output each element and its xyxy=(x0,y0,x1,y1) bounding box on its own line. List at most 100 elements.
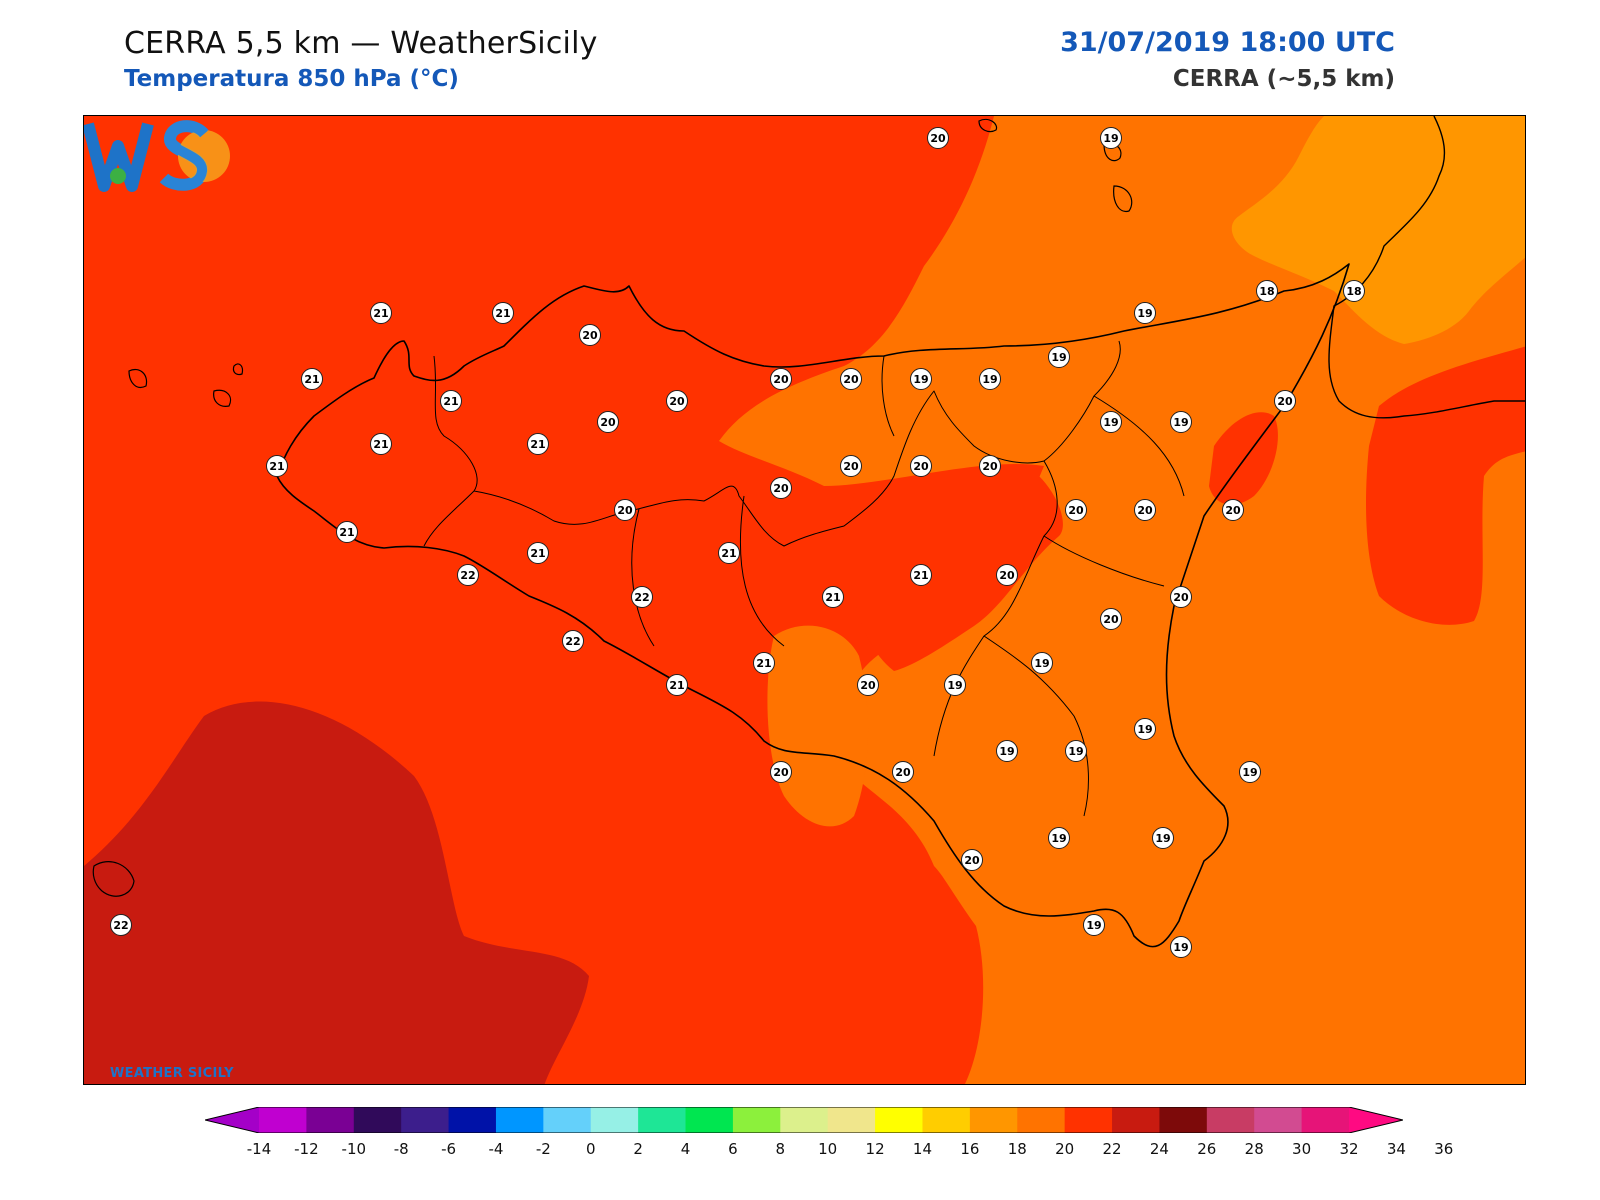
station-value-marker: 20 xyxy=(1065,499,1087,521)
station-value-marker: 22 xyxy=(562,630,584,652)
station-value-marker: 19 xyxy=(1152,827,1174,849)
station-value-marker: 19 xyxy=(996,740,1018,762)
band-20-22-etna xyxy=(1209,412,1278,505)
colorbar-segment xyxy=(1301,1107,1350,1133)
colorbar-tick-label: 8 xyxy=(775,1140,786,1158)
station-value-marker: 20 xyxy=(979,455,1001,477)
colorbar-tick-label: 16 xyxy=(960,1140,980,1158)
map-title: CERRA 5,5 km — WeatherSicily xyxy=(124,26,598,61)
colorbar-tick-label: 34 xyxy=(1386,1140,1406,1158)
station-value-marker: 19 xyxy=(1100,411,1122,433)
station-value-marker: 19 xyxy=(979,368,1001,390)
station-value-marker: 18 xyxy=(1256,280,1278,302)
band-18-20 xyxy=(719,116,1525,1084)
colorbar-segment xyxy=(543,1107,592,1133)
station-value-marker: 19 xyxy=(1170,936,1192,958)
temperature-colorbar xyxy=(205,1107,1403,1133)
colorbar-tick-label: -10 xyxy=(341,1140,367,1158)
station-value-marker: 19 xyxy=(1100,127,1122,149)
temperature-map: WEATHER SICILY 20 19 21 21 20 18 18 19 21 21 20 20 2… xyxy=(83,115,1526,1085)
colorbar-segment xyxy=(401,1107,450,1133)
station-value-marker: 20 xyxy=(614,499,636,521)
station-value-marker: 22 xyxy=(631,586,653,608)
colorbar-segment xyxy=(827,1107,876,1133)
station-value-marker: 21 xyxy=(301,368,323,390)
colorbar-segment xyxy=(495,1107,544,1133)
station-value-marker: 21 xyxy=(492,302,514,324)
station-value-marker: 21 xyxy=(440,390,462,412)
station-value-marker: 20 xyxy=(927,127,949,149)
colorbar-segment xyxy=(1064,1107,1113,1133)
colorbar-tick-label: 6 xyxy=(728,1140,738,1158)
station-value-marker: 19 xyxy=(1134,718,1156,740)
colorbar-segment xyxy=(1254,1107,1303,1133)
calabria-coastline xyxy=(1328,116,1525,419)
colorbar-segment xyxy=(306,1107,355,1133)
station-value-marker: 20 xyxy=(1274,390,1296,412)
station-value-marker: 21 xyxy=(910,564,932,586)
colorbar-tick-label: -2 xyxy=(535,1140,551,1158)
colorbar-segment xyxy=(780,1107,829,1133)
station-value-marker: 21 xyxy=(370,433,392,455)
station-value-marker: 20 xyxy=(840,368,862,390)
station-value-marker: 19 xyxy=(944,674,966,696)
colorbar-tick-label: 14 xyxy=(912,1140,933,1158)
station-value-marker: 21 xyxy=(527,433,549,455)
colorbar-segment xyxy=(1112,1107,1160,1133)
band-22-24 xyxy=(84,701,589,1084)
colorbar-segment xyxy=(875,1107,923,1133)
station-value-marker: 19 xyxy=(1083,914,1105,936)
station-value-marker: 20 xyxy=(1222,499,1244,521)
colorbar-segment xyxy=(353,1107,402,1133)
colorbar-tick-label: -8 xyxy=(393,1140,409,1158)
colorbar-segment xyxy=(448,1107,497,1133)
colorbar-segment xyxy=(638,1107,687,1133)
map-subtitle: Temperatura 850 hPa (°C) xyxy=(124,66,459,92)
colorbar-tick-label: 4 xyxy=(680,1140,691,1158)
colorbar-segment xyxy=(1206,1107,1255,1133)
station-value-marker: 21 xyxy=(822,586,844,608)
colorbar-segment xyxy=(590,1107,639,1133)
station-value-marker: 20 xyxy=(1100,608,1122,630)
colorbar-segment xyxy=(732,1107,781,1133)
station-value-marker: 19 xyxy=(1170,411,1192,433)
sicily-coastline xyxy=(276,263,1350,948)
station-value-marker: 21 xyxy=(336,521,358,543)
colorbar-tick-label: 32 xyxy=(1339,1140,1359,1158)
colorbar-tick-label: -6 xyxy=(441,1140,457,1158)
station-value-marker: 21 xyxy=(266,455,288,477)
station-value-marker: 20 xyxy=(1170,586,1192,608)
station-value-marker: 20 xyxy=(579,324,601,346)
colorbar-tick-label: -14 xyxy=(246,1140,272,1158)
colorbar-tick-label: -12 xyxy=(294,1140,319,1158)
colorbar-tick-label: 30 xyxy=(1292,1140,1312,1158)
station-value-marker: 21 xyxy=(718,542,740,564)
colorbar-segment xyxy=(969,1107,1018,1133)
station-value-marker: 20 xyxy=(996,564,1018,586)
pantelleria-island xyxy=(92,861,135,897)
station-value-marker: 22 xyxy=(110,914,132,936)
colorbar-tick-label: 12 xyxy=(865,1140,885,1158)
colorbar-min-extension xyxy=(205,1107,259,1133)
band-20-22-central xyxy=(846,476,1063,671)
colorbar-tick-label: 18 xyxy=(1007,1140,1027,1158)
station-value-marker: 20 xyxy=(857,674,879,696)
colorbar-tick-label: 2 xyxy=(633,1140,643,1158)
station-value-marker: 20 xyxy=(597,411,619,433)
station-value-marker: 21 xyxy=(753,652,775,674)
station-value-marker: 19 xyxy=(1134,302,1156,324)
station-value-marker: 20 xyxy=(1134,499,1156,521)
colorbar-tick-label: 0 xyxy=(585,1140,596,1158)
station-value-marker: 20 xyxy=(961,849,983,871)
map-canvas xyxy=(84,116,1525,1084)
station-value-marker: 20 xyxy=(770,477,792,499)
map-datetime: 31/07/2019 18:00 UTC xyxy=(1060,27,1395,58)
egadi-islands xyxy=(128,363,244,407)
station-value-marker: 19 xyxy=(1239,761,1261,783)
station-value-marker: 19 xyxy=(1065,740,1087,762)
station-value-marker: 18 xyxy=(1343,280,1365,302)
station-value-marker: 19 xyxy=(1031,652,1053,674)
colorbar-tick-label: 10 xyxy=(818,1140,838,1158)
colorbar-tick-label: 22 xyxy=(1102,1140,1122,1158)
station-value-marker: 20 xyxy=(892,761,914,783)
